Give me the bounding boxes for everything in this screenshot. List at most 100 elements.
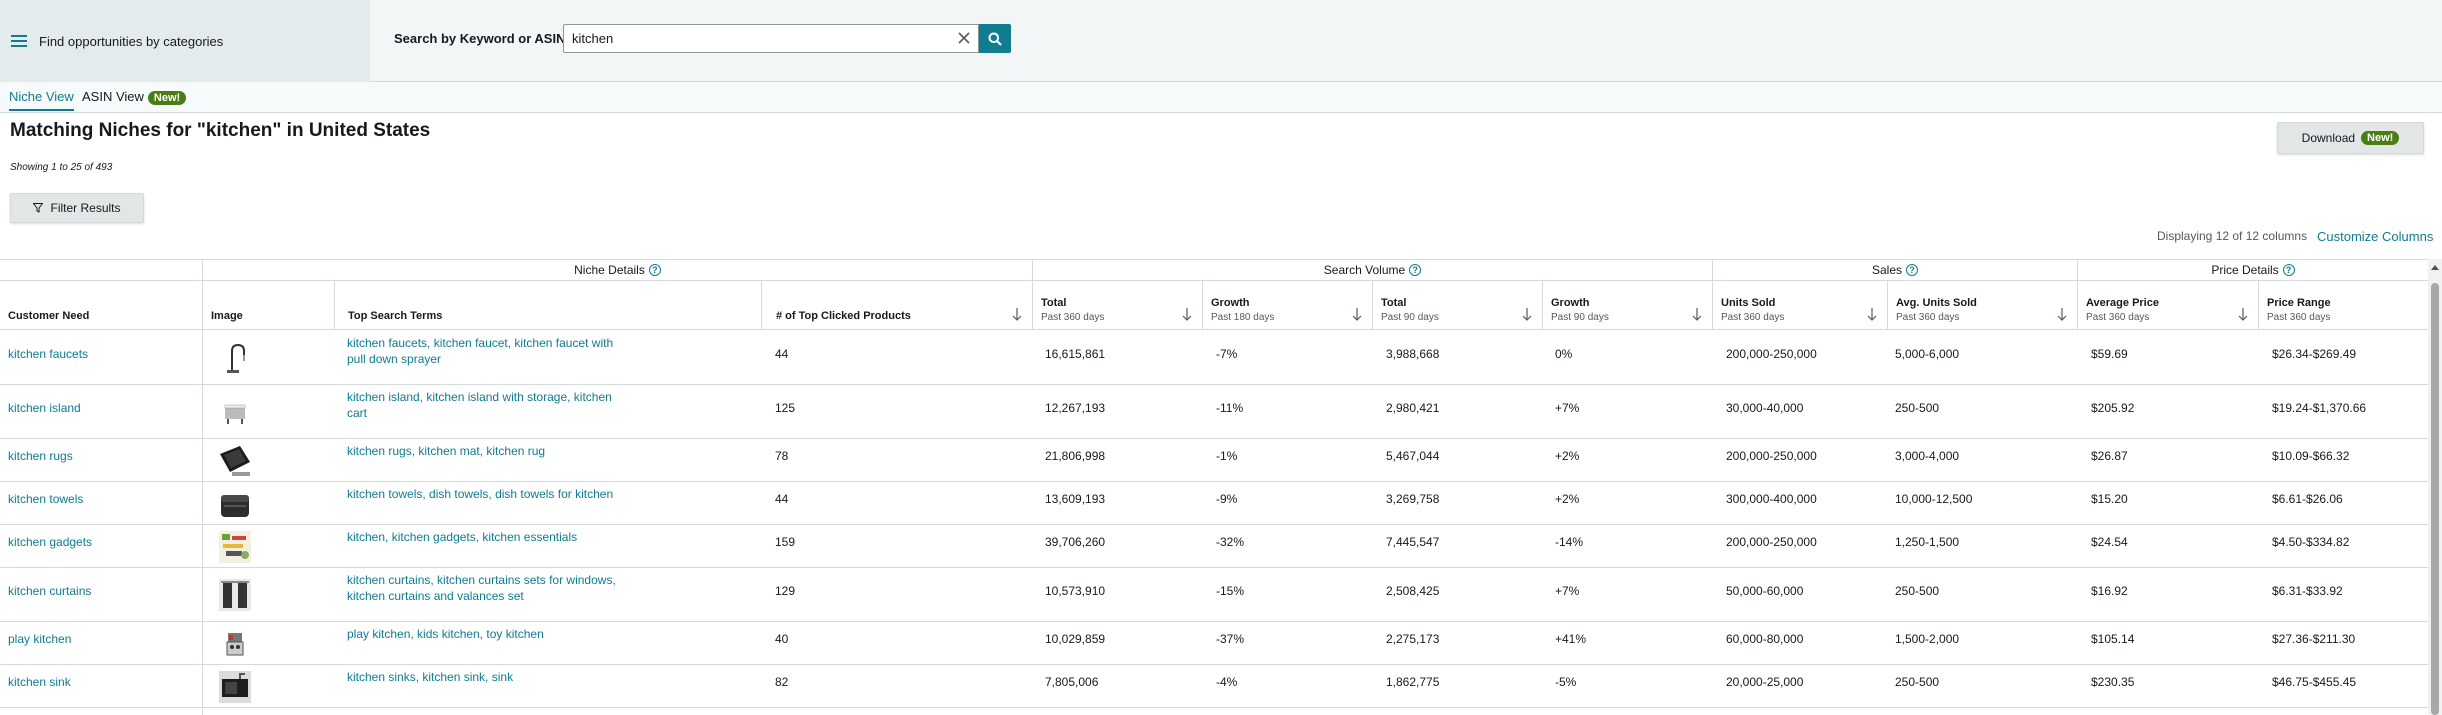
search-volume-total-90: 3,988,668 [1386,347,1440,361]
customer-need-link[interactable]: kitchen gadgets [8,535,93,549]
faucet-image [227,343,245,373]
average-price: $59.69 [2091,347,2128,361]
customize-columns-link[interactable]: Customize Columns [2317,229,2434,244]
units-sold: 200,000-250,000 [1726,535,1817,549]
units-sold: 300,000-400,000 [1726,492,1817,506]
tab-niche-view[interactable]: Niche View [9,89,74,111]
group-search-volume-label: Search Volume [1323,263,1406,277]
sort-arrow-icon[interactable] [2057,308,2067,321]
search-button[interactable] [979,24,1011,53]
search-volume-total: 10,573,910 [1045,584,1106,598]
search-volume-total: 16,615,861 [1045,347,1106,361]
sort-arrow-icon[interactable] [1867,308,1877,321]
towels-image [221,494,249,517]
customer-need-link[interactable]: kitchen faucets [8,347,89,361]
search-terms-link[interactable]: kitchen sinks, kitchen sink, sink [347,670,514,684]
sort-arrow-icon[interactable] [1012,308,1022,321]
scroll-up-arrow-icon[interactable] [2431,264,2439,272]
tab-asin-view[interactable]: ASIN View New! [82,89,187,110]
search-volume-growth-180: -11% [1216,401,1244,415]
download-button[interactable]: Download New! [2277,122,2424,154]
categories-panel[interactable]: Find opportunities by categories [0,0,370,82]
clear-icon[interactable] [956,30,972,46]
avg-units-sold: 10,000-12,500 [1895,492,1973,506]
col-top-search-terms[interactable]: Top Search Terms [334,281,761,330]
group-niche-details: Niche Details? [202,259,1032,281]
price-range: $4.50-$334.82 [2272,535,2350,549]
search-input[interactable] [564,25,934,52]
info-icon[interactable]: ? [1409,264,1422,276]
top-clicked-count: 44 [775,347,789,361]
col-price-range[interactable]: Price Range Past 360 days [2258,281,2428,330]
col-top-clicked[interactable]: # of Top Clicked Products [761,281,1032,330]
sort-arrow-icon[interactable] [1522,308,1532,321]
top-clicked-count: 159 [775,535,796,549]
categories-label[interactable]: Find opportunities by categories [39,33,224,49]
search-terms-link[interactable]: kitchen towels, dish towels, dish towels… [347,487,614,501]
search-terms-link[interactable]: kitchen island, kitchen island with stor… [347,390,612,404]
search-terms-link[interactable]: pull down sprayer [347,352,442,366]
search-volume-total-90: 2,275,173 [1386,632,1440,646]
sort-arrow-icon[interactable] [1692,308,1702,321]
search-terms-link[interactable]: kitchen curtains and valances set [347,589,524,603]
col-sv-total[interactable]: Total Past 360 days [1032,281,1202,330]
search-terms-link[interactable]: kitchen rugs, kitchen mat, kitchen rug [347,444,546,458]
top-clicked-count: 44 [775,492,789,506]
sort-arrow-icon[interactable] [1182,308,1192,321]
search-volume-total-90: 7,445,547 [1386,535,1440,549]
info-icon[interactable]: ? [648,264,661,276]
group-niche-details-label: Niche Details [574,263,645,277]
info-icon[interactable]: ? [1906,264,1919,276]
play-kitchen-image [226,632,244,655]
search-volume-growth-90: -14% [1555,535,1584,549]
col-sv-growth-90[interactable]: Growth Past 90 days [1542,281,1712,330]
top-clicked-count: 129 [775,584,796,598]
search-terms-link[interactable]: kitchen faucets, kitchen faucet, kitchen… [347,336,614,350]
customer-need-link[interactable]: kitchen rugs [8,449,73,463]
filter-results-button[interactable]: Filter Results [10,193,144,223]
col-sv-growth-180[interactable]: Growth Past 180 days [1202,281,1372,330]
top-search-terms: kitchen island, kitchen island with stor… [347,389,612,421]
col-avg-units-sold[interactable]: Avg. Units Sold Past 360 days [1887,281,2077,330]
customer-need-link[interactable]: kitchen sink [8,675,71,689]
avg-units-sold: 5,000-6,000 [1895,347,1960,361]
search-volume-growth-180: -1% [1216,449,1238,463]
col-customer-need[interactable]: Customer Need [0,281,202,330]
price-range: $19.24-$1,370.66 [2272,401,2367,415]
col-sv-total-90[interactable]: Total Past 90 days [1372,281,1542,330]
col-sub: Past 360 days [1896,312,1960,323]
customer-need-link[interactable]: kitchen towels [8,492,84,506]
search-volume-growth-180: -32% [1216,535,1245,549]
col-title: Avg. Units Sold [1896,297,1977,309]
curtains-image [219,579,251,611]
col-title: # of Top Clicked Products [776,310,911,322]
col-sub: Past 90 days [1381,312,1439,323]
search-terms-link[interactable]: cart [347,406,368,420]
search-terms-link[interactable]: play kitchen, kids kitchen, toy kitchen [347,627,544,641]
col-average-price[interactable]: Average Price Past 360 days [2077,281,2258,330]
search-terms-link[interactable]: kitchen curtains, kitchen curtains sets … [347,573,616,587]
group-price-details: Price Details? [2077,259,2428,281]
customer-need-link[interactable]: play kitchen [8,632,72,646]
col-units-sold[interactable]: Units Sold Past 360 days [1712,281,1887,330]
col-title: Total [1381,297,1407,309]
sort-arrow-icon[interactable] [1352,308,1362,321]
table-row: kitchen faucets kitchen faucets, kitchen … [0,331,2428,385]
col-title: Total [1041,297,1067,309]
menu-icon[interactable] [11,35,27,47]
col-sub: Past 180 days [1211,312,1275,323]
customer-need-link[interactable]: kitchen island [8,401,81,415]
info-icon[interactable]: ? [2282,264,2295,276]
top-search-terms: kitchen rugs, kitchen mat, kitchen rug [347,443,545,459]
units-sold: 50,000-60,000 [1726,584,1804,598]
customer-need-link[interactable]: kitchen curtains [8,584,92,598]
search-volume-growth-90: +7% [1555,401,1580,415]
sort-arrow-icon[interactable] [2238,308,2248,321]
scrollbar-thumb[interactable] [2431,283,2439,715]
table-row: play kitchen play kitchen, kids kitchen, … [0,622,2428,665]
filter-icon [33,203,44,213]
search-terms-link[interactable]: kitchen, kitchen gadgets, kitchen essent… [347,530,578,544]
units-sold: 30,000-40,000 [1726,401,1804,415]
search-volume-growth-90: +2% [1555,492,1580,506]
price-range: $6.61-$26.06 [2272,492,2343,506]
